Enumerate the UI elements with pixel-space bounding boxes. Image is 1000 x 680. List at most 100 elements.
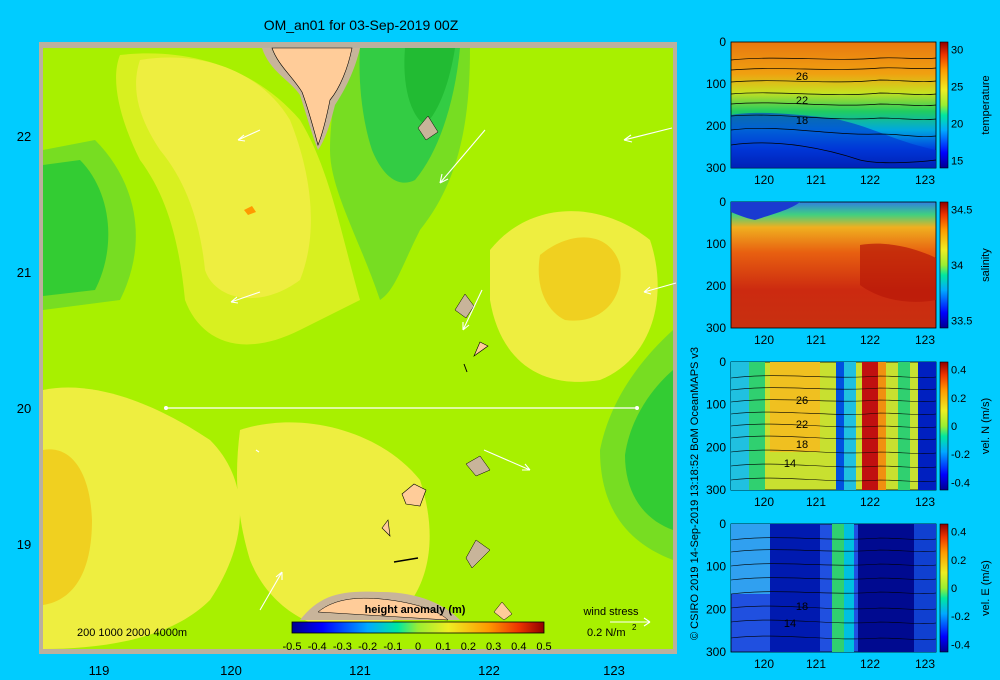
colorbar-tick-label: -0.5 — [283, 641, 302, 653]
depth-tick-label: 0 — [719, 517, 726, 531]
section-variable-label: temperature — [980, 75, 992, 134]
velocity-band — [836, 362, 844, 490]
contour-band — [625, 370, 673, 530]
longitude-tick-label: 120 — [754, 173, 774, 187]
colorbar-tick-label: 0.4 — [951, 527, 966, 539]
depth-tick-label: 200 — [706, 279, 726, 293]
colorbar-tick-label: 0.4 — [951, 365, 966, 377]
depth-tick-label: 300 — [706, 645, 726, 659]
velocity-band — [749, 362, 765, 490]
island — [393, 557, 419, 563]
longitude-tick-label: 123 — [915, 495, 935, 509]
depth-tick-label: 100 — [706, 398, 726, 412]
depth-tick-label: 0 — [719, 35, 726, 49]
longitude-tick-label: 120 — [754, 495, 774, 509]
y-tick-label: 20 — [17, 401, 31, 416]
longitude-tick-label: 121 — [806, 173, 826, 187]
depth-legend: 200 1000 2000 4000m — [77, 627, 187, 639]
colorbar-tick-label: -0.2 — [358, 641, 377, 653]
section-colorbar — [939, 523, 949, 653]
colorbar-tick-label: -0.4 — [308, 641, 327, 653]
wind-stress-arrows — [230, 127, 677, 627]
y-tick-label: 19 — [17, 537, 31, 552]
longitude-tick-label: 121 — [806, 333, 826, 347]
colorbar-tick-label: 34 — [951, 260, 963, 272]
map-title: OM_an01 for 03-Sep-2019 00Z — [264, 17, 459, 33]
colorbar-tick-label: 33.5 — [951, 315, 972, 327]
contour-band — [43, 160, 109, 296]
map-y-axis: 22 21 20 19 — [17, 129, 31, 552]
island — [417, 115, 439, 141]
colorbar-title: height anomaly (m) — [365, 604, 466, 616]
velocity-north-section: 26 22 18 14 — [730, 361, 937, 491]
velocity-band — [731, 362, 749, 490]
island — [493, 601, 513, 621]
section-variable-label: salinity — [980, 248, 992, 282]
depth-tick-label: 100 — [706, 77, 726, 91]
section-endpoint — [635, 406, 639, 410]
colorbar-tick-label: 34.5 — [951, 205, 972, 217]
cold-water-region — [731, 112, 936, 168]
velocity-band — [770, 524, 820, 652]
velocity-band — [844, 524, 854, 652]
depth-tick-label: 200 — [706, 602, 726, 616]
contour-label: 18 — [796, 439, 808, 451]
height-anomaly-colorbar: height anomaly (m) -0.5 -0.4 -0.3 -0.2 -0.1 0… — [283, 604, 552, 653]
island — [463, 363, 468, 373]
island — [465, 539, 491, 569]
contour-label: 22 — [796, 95, 808, 107]
depth-tick-label: 0 — [719, 195, 726, 209]
section-variable-label: vel. N (m/s) — [980, 398, 992, 454]
depth-tick-label: 100 — [706, 237, 726, 251]
credit-text: © CSIRO 2019 14-Sep-2019 13:18:52 BoM Oc… — [689, 347, 701, 640]
section-variable-label: vel. E (m/s) — [980, 560, 992, 616]
colorbar-tick-label: -0.4 — [951, 477, 970, 489]
colorbar-tick-labels: -0.5 -0.4 -0.3 -0.2 -0.1 0 0.1 0.2 0.3 0.4 0.5 — [283, 641, 552, 653]
x-tick-label: 120 — [220, 663, 242, 678]
longitude-tick-label: 121 — [806, 657, 826, 671]
colorbar-gradient — [291, 621, 545, 634]
colorbar-tick-label: 15 — [951, 155, 963, 167]
velocity-band — [918, 362, 936, 490]
velocity-band — [898, 362, 910, 490]
contour-label: 14 — [784, 458, 796, 470]
longitude-tick-label: 120 — [754, 657, 774, 671]
velocity-band — [832, 524, 844, 652]
section-endpoint — [164, 406, 168, 410]
contour-band — [237, 422, 430, 632]
contour-band — [404, 48, 455, 125]
depth-tick-label: 100 — [706, 560, 726, 574]
contour-band — [136, 57, 311, 299]
longitude-tick-label: 120 — [754, 333, 774, 347]
salinity-section — [730, 201, 937, 329]
wind-scale-superscript: 2 — [632, 623, 637, 632]
land-luzon — [317, 597, 449, 621]
depth-tick-label: 300 — [706, 321, 726, 335]
temperature-section: 26 22 18 — [730, 41, 937, 169]
positive-anomaly-spot — [244, 206, 256, 215]
land-taiwan — [271, 47, 353, 146]
contour-label: 26 — [796, 395, 808, 407]
colorbar-tick-label: 30 — [951, 45, 963, 57]
x-tick-label: 123 — [603, 663, 625, 678]
depth-tick-label: 200 — [706, 440, 726, 454]
island — [401, 483, 427, 507]
contour-band — [538, 237, 621, 321]
temperature-contours — [730, 537, 937, 640]
contour-label: 14 — [784, 618, 796, 630]
high-salinity-core — [860, 243, 936, 302]
longitude-tick-label: 122 — [860, 173, 880, 187]
velocity-band — [914, 524, 936, 652]
temperature-contours — [730, 57, 937, 164]
colorbar-tick-label: 0.2 — [951, 393, 966, 405]
colorbar-tick-label: -0.1 — [383, 641, 402, 653]
wind-scale-label: 0.2 N/m — [587, 627, 626, 639]
colorbar-tick-label: 0 — [951, 583, 957, 595]
velocity-band — [862, 362, 878, 490]
section-colorbar — [939, 361, 949, 491]
colorbar-tick-label: 0.1 — [436, 641, 451, 653]
x-tick-label: 122 — [478, 663, 500, 678]
colorbar-tick-label: 0.2 — [951, 555, 966, 567]
section-colorbar — [939, 41, 949, 169]
